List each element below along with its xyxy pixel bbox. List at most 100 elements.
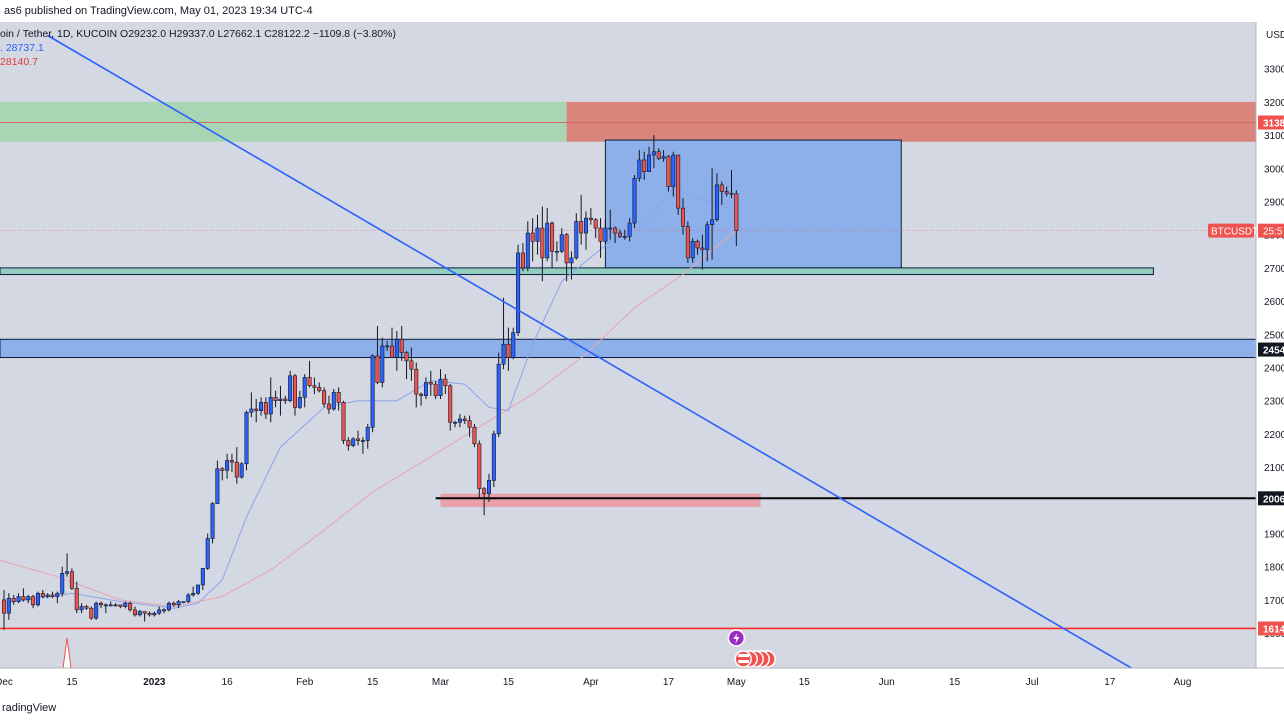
time-tick: Aug <box>1174 677 1192 688</box>
zone-1 <box>566 101 1256 142</box>
candle-body <box>666 156 671 187</box>
candle-body <box>225 460 230 471</box>
candle-2022-12-09 <box>40 589 45 599</box>
candle-2022-12-05 <box>21 588 26 602</box>
price-axis-labels: 31380 BTCUSDT 25:5 24540 20060 16140 <box>1208 115 1284 636</box>
candle-2023-03-28 <box>569 251 574 280</box>
candle-2023-01-09 <box>191 586 196 597</box>
time-axis[interactable] <box>0 668 1256 697</box>
candle-body <box>40 592 45 597</box>
candle-body <box>632 177 637 224</box>
candle-body <box>55 592 60 597</box>
candle-2023-01-29 <box>288 370 293 403</box>
candle-2023-03-04 <box>453 420 458 428</box>
candle-body <box>99 602 104 606</box>
candle-body <box>622 236 627 238</box>
candle-body <box>31 596 36 606</box>
candle-body <box>147 612 152 616</box>
candle-body <box>671 154 676 187</box>
candle-2023-02-12 <box>356 430 361 446</box>
candle-body <box>457 418 462 423</box>
chart-legend[interactable]: oin / Tether, 1D, KUCOIN O29232.0 H29337… <box>0 27 396 69</box>
candle-2023-04-29 <box>724 186 729 197</box>
candle-2022-12-28 <box>132 606 137 617</box>
candle-body <box>448 385 453 423</box>
time-tick: Feb <box>296 677 314 688</box>
candle-body <box>108 604 113 607</box>
time-tick: Jul <box>1026 677 1039 688</box>
candle-body <box>356 438 361 441</box>
candle-body <box>79 606 84 611</box>
candle-2023-02-19 <box>389 327 394 358</box>
candle-2023-03-11 <box>486 473 491 502</box>
candle-2022-12-03 <box>11 594 16 605</box>
candle-2023-01-18 <box>234 447 239 484</box>
time-tick: 15 <box>949 677 961 688</box>
candle-body <box>375 355 380 383</box>
candle-2023-01-24 <box>263 397 268 419</box>
candle-2023-03-17 <box>516 244 521 336</box>
candle-2023-04-17 <box>666 155 671 192</box>
price-tick: 23000 <box>1264 397 1284 408</box>
price-tick: 19000 <box>1264 530 1284 541</box>
candle-body <box>389 345 394 358</box>
candle-body <box>617 232 622 237</box>
candle-body <box>322 390 327 405</box>
candle-2023-04-22 <box>690 238 695 263</box>
candle-2022-12-29 <box>137 609 142 617</box>
price-badge-label: 16140 <box>1263 624 1284 635</box>
candle-2023-01-07 <box>181 601 186 604</box>
candle-2023-02-14 <box>365 423 370 449</box>
candle-2022-12-16 <box>74 581 79 614</box>
candle-2022-12-04 <box>16 593 21 604</box>
candle-2023-01-19 <box>239 462 244 479</box>
candle-2023-01-31 <box>297 390 302 409</box>
candle-2023-04-06 <box>613 226 618 243</box>
candle-2023-04-07 <box>617 229 622 239</box>
candle-body <box>191 592 196 596</box>
candle-body <box>128 602 133 611</box>
candle-2023-03-25 <box>554 241 559 262</box>
candle-2023-02-04 <box>317 382 322 393</box>
candle-body <box>288 375 293 401</box>
candle-body <box>84 606 89 609</box>
candle-body <box>254 408 259 411</box>
candle-2023-01-28 <box>283 395 288 405</box>
time-tick: 17 <box>663 677 675 688</box>
candle-2023-03-29 <box>574 213 579 260</box>
time-tick: 2023 <box>143 677 166 688</box>
candle-body <box>690 241 695 259</box>
candle-body <box>181 601 186 603</box>
time-tick: Apr <box>583 677 599 688</box>
candle-body <box>210 503 215 539</box>
candle-2022-12-26 <box>123 601 128 609</box>
lightning-bolt-icon <box>733 633 740 644</box>
price-tick: 33000 <box>1264 65 1284 76</box>
moving-averages-layer <box>0 187 737 609</box>
candle-2023-02-16 <box>375 326 380 385</box>
candle-body <box>273 397 278 402</box>
candle-body <box>113 604 118 607</box>
candle-2023-02-09 <box>341 400 346 444</box>
candle-body <box>559 234 564 252</box>
candle-body <box>244 412 249 465</box>
price-tick: 25000 <box>1264 330 1284 341</box>
candle-body <box>239 463 244 478</box>
price-tick: 27000 <box>1264 264 1284 275</box>
candle-2022-12-20 <box>94 601 99 620</box>
candle-body <box>166 602 171 611</box>
candle-body <box>453 421 458 424</box>
candle-2023-01-12 <box>205 533 210 571</box>
candle-body <box>50 594 55 597</box>
candle-2023-02-25 <box>419 392 424 406</box>
candle-body <box>705 224 710 250</box>
candle-body <box>477 443 482 489</box>
zone-3 <box>0 267 1154 276</box>
candle-body <box>530 232 535 242</box>
candle-2022-12-31 <box>147 611 152 617</box>
candle-body <box>695 241 700 249</box>
candle-body <box>651 151 656 156</box>
candle-2022-12-22 <box>103 603 108 614</box>
candle-body <box>229 460 234 463</box>
